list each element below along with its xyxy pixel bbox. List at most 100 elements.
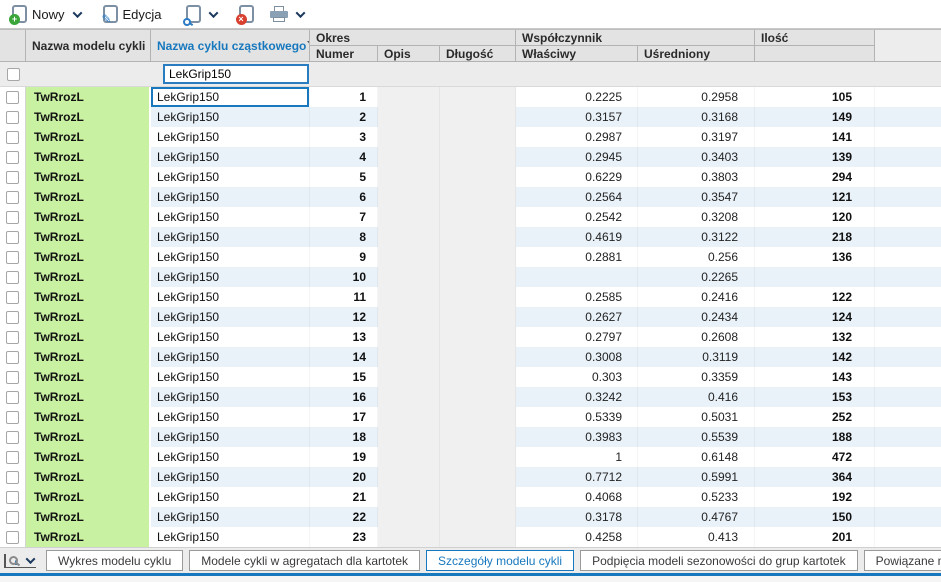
cell-cycle[interactable]: LekGrip150 [151, 127, 310, 147]
cell-opis[interactable] [378, 447, 440, 467]
cell-numer[interactable]: 23 [310, 527, 378, 547]
column-header-model[interactable]: Nazwa modelu cykli [26, 30, 151, 62]
cell-usredniony[interactable]: 0.5539 [638, 427, 755, 447]
filter-icon[interactable] [306, 40, 310, 52]
row-checkbox[interactable] [6, 330, 19, 344]
cell-wlasciwy[interactable]: 0.2881 [516, 247, 638, 267]
row-checkbox[interactable] [6, 290, 19, 304]
cell-opis[interactable] [378, 407, 440, 427]
tab-podpiecia-modeli-sezonowosci[interactable]: Podpięcia modeli sezonowości do grup kar… [580, 550, 858, 571]
cycle-filter-input[interactable] [163, 64, 309, 84]
cell-cycle[interactable]: LekGrip150 [151, 287, 310, 307]
cell-usredniony[interactable]: 0.6148 [638, 447, 755, 467]
cell-cycle[interactable]: LekGrip150 [151, 147, 310, 167]
cell-model[interactable]: TwRrozL [26, 367, 151, 387]
cell-opis[interactable] [378, 367, 440, 387]
cell-wlasciwy[interactable] [516, 267, 638, 287]
cell-dlugosc[interactable] [440, 327, 516, 347]
cell-ilosc[interactable]: 143 [755, 367, 875, 387]
column-header-dlugosc[interactable]: Długość [440, 46, 516, 62]
cell-dlugosc[interactable] [440, 147, 516, 167]
cell-numer[interactable]: 14 [310, 347, 378, 367]
cell-cycle[interactable]: LekGrip150 [151, 107, 310, 127]
cell-model[interactable]: TwRrozL [26, 287, 151, 307]
cell-cycle[interactable]: LekGrip150 [151, 87, 310, 107]
cell-model[interactable]: TwRrozL [26, 487, 151, 507]
cell-cycle[interactable]: LekGrip150 [151, 327, 310, 347]
cell-ilosc[interactable]: 150 [755, 507, 875, 527]
select-all-checkbox[interactable] [6, 67, 20, 81]
cell-opis[interactable] [378, 467, 440, 487]
row-checkbox[interactable] [6, 510, 19, 524]
cell-cycle[interactable]: LekGrip150 [151, 527, 310, 547]
cell-opis[interactable] [378, 427, 440, 447]
cell-numer[interactable]: 6 [310, 187, 378, 207]
cell-model[interactable]: TwRrozL [26, 427, 151, 447]
cell-cycle[interactable]: LekGrip150 [151, 307, 310, 327]
cell-ilosc[interactable]: 132 [755, 327, 875, 347]
row-checkbox[interactable] [6, 90, 19, 104]
cell-numer[interactable]: 20 [310, 467, 378, 487]
row-checkbox[interactable] [6, 490, 19, 504]
cell-usredniony[interactable]: 0.3359 [638, 367, 755, 387]
cell-usredniony[interactable]: 0.3208 [638, 207, 755, 227]
cell-wlasciwy[interactable]: 0.6229 [516, 167, 638, 187]
cell-usredniony[interactable]: 0.416 [638, 387, 755, 407]
cell-usredniony[interactable]: 0.3403 [638, 147, 755, 167]
cell-numer[interactable]: 11 [310, 287, 378, 307]
cell-numer[interactable]: 7 [310, 207, 378, 227]
cell-cycle[interactable]: LekGrip150 [151, 267, 310, 287]
cell-model[interactable]: TwRrozL [26, 267, 151, 287]
cell-dlugosc[interactable] [440, 527, 516, 547]
cell-cycle[interactable]: LekGrip150 [151, 387, 310, 407]
row-checkbox[interactable] [6, 250, 19, 264]
cell-opis[interactable] [378, 287, 440, 307]
cell-cycle[interactable]: LekGrip150 [151, 167, 310, 187]
cell-model[interactable]: TwRrozL [26, 167, 151, 187]
cell-dlugosc[interactable] [440, 247, 516, 267]
cell-opis[interactable] [378, 247, 440, 267]
cell-dlugosc[interactable] [440, 207, 516, 227]
column-header-wlasciwy[interactable]: Właściwy [516, 46, 638, 62]
print-button[interactable] [264, 4, 310, 24]
cell-model[interactable]: TwRrozL [26, 187, 151, 207]
cell-model[interactable]: TwRrozL [26, 347, 151, 367]
cell-wlasciwy[interactable]: 0.7712 [516, 467, 638, 487]
cell-opis[interactable] [378, 147, 440, 167]
row-checkbox[interactable] [6, 310, 19, 324]
cell-dlugosc[interactable] [440, 227, 516, 247]
cell-model[interactable]: TwRrozL [26, 207, 151, 227]
cell-usredniony[interactable]: 0.5991 [638, 467, 755, 487]
cell-dlugosc[interactable] [440, 287, 516, 307]
row-checkbox[interactable] [6, 170, 19, 184]
cell-wlasciwy[interactable]: 0.3983 [516, 427, 638, 447]
row-checkbox[interactable] [6, 130, 19, 144]
cell-numer[interactable]: 12 [310, 307, 378, 327]
cell-ilosc[interactable]: 141 [755, 127, 875, 147]
cell-model[interactable]: TwRrozL [26, 527, 151, 547]
cell-dlugosc[interactable] [440, 267, 516, 287]
row-checkbox[interactable] [6, 430, 19, 444]
row-checkbox[interactable] [6, 210, 19, 224]
cell-ilosc[interactable]: 122 [755, 287, 875, 307]
cell-cycle[interactable]: LekGrip150 [151, 407, 310, 427]
cell-dlugosc[interactable] [440, 407, 516, 427]
cell-dlugosc[interactable] [440, 387, 516, 407]
row-checkbox[interactable] [6, 530, 19, 544]
cell-ilosc[interactable]: 294 [755, 167, 875, 187]
cell-wlasciwy[interactable]: 0.4068 [516, 487, 638, 507]
cell-ilosc[interactable]: 472 [755, 447, 875, 467]
cell-opis[interactable] [378, 307, 440, 327]
cell-wlasciwy[interactable]: 0.2564 [516, 187, 638, 207]
cell-cycle[interactable]: LekGrip150 [151, 447, 310, 467]
cell-wlasciwy[interactable]: 0.2987 [516, 127, 638, 147]
cell-dlugosc[interactable] [440, 187, 516, 207]
cell-opis[interactable] [378, 167, 440, 187]
chevron-down-icon[interactable] [25, 553, 36, 564]
cell-opis[interactable] [378, 227, 440, 247]
row-checkbox[interactable] [6, 270, 19, 284]
tab-szczegoly-modelu-cykli[interactable]: Szczegóły modelu cykli [426, 550, 575, 571]
cell-cycle[interactable]: LekGrip150 [151, 507, 310, 527]
cell-model[interactable]: TwRrozL [26, 247, 151, 267]
chevron-down-icon[interactable] [208, 7, 218, 18]
